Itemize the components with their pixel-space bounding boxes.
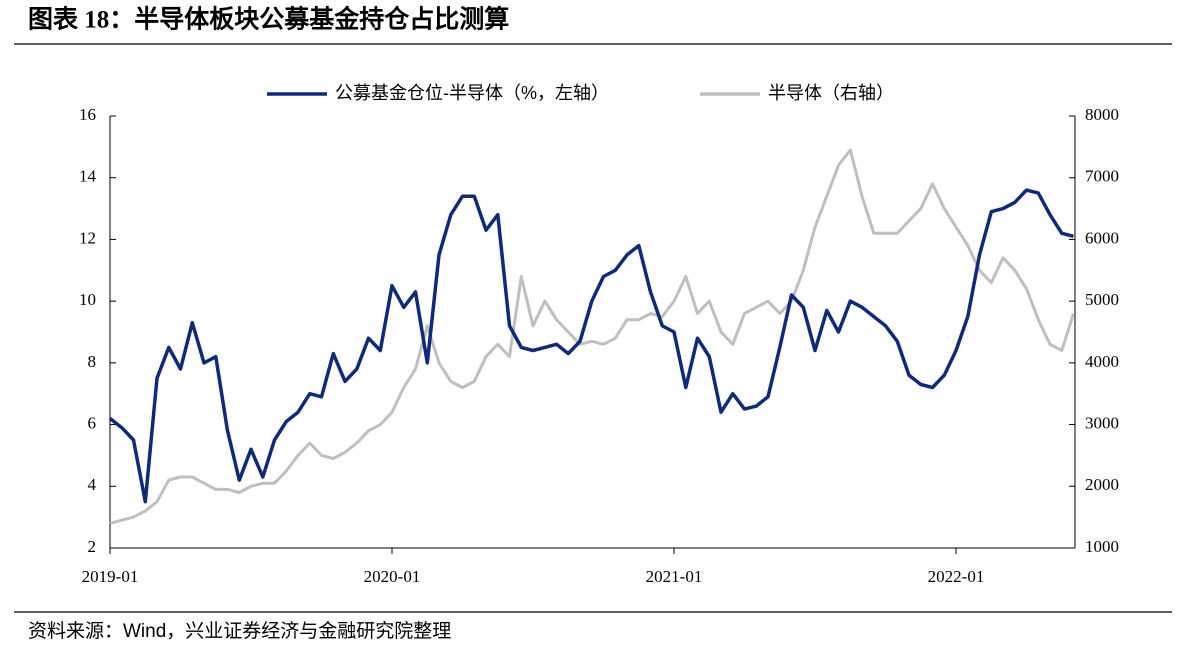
x-tick-label: 2021-01: [646, 567, 703, 586]
y-tick-label: 2: [88, 537, 97, 556]
y2-tick-label: 5000: [1085, 290, 1119, 309]
y-tick-label: 8: [88, 352, 97, 371]
x-tick-label: 2022-01: [928, 567, 985, 586]
legend-label: 半导体（右轴）: [768, 83, 894, 103]
x-tick-label: 2020-01: [364, 567, 421, 586]
legend-label: 公募基金仓位-半导体（%，左轴）: [335, 83, 609, 103]
y-tick-label: 12: [79, 228, 96, 247]
y2-tick-label: 4000: [1085, 352, 1119, 371]
series-line: [109, 148, 1075, 525]
y2-tick-label: 6000: [1085, 228, 1119, 247]
y-tick-label: 16: [79, 105, 96, 124]
source-note: 资料来源：Wind，兴业证券经济与金融研究院整理: [28, 620, 451, 642]
y-tick-label: 10: [79, 290, 96, 309]
y2-tick-label: 1000: [1085, 537, 1119, 556]
x-tick-label: 2019-01: [82, 567, 139, 586]
chart-title: 图表 18：半导体板块公募基金持仓占比测算: [28, 5, 509, 34]
y-tick-label: 14: [79, 167, 97, 186]
series-line: [108, 188, 1074, 504]
y2-tick-label: 3000: [1085, 413, 1119, 432]
y-tick-label: 6: [88, 413, 97, 432]
y-tick-label: 4: [88, 475, 97, 494]
y2-tick-label: 7000: [1085, 167, 1119, 186]
y2-tick-label: 2000: [1085, 475, 1119, 494]
y2-tick-label: 8000: [1085, 105, 1119, 124]
